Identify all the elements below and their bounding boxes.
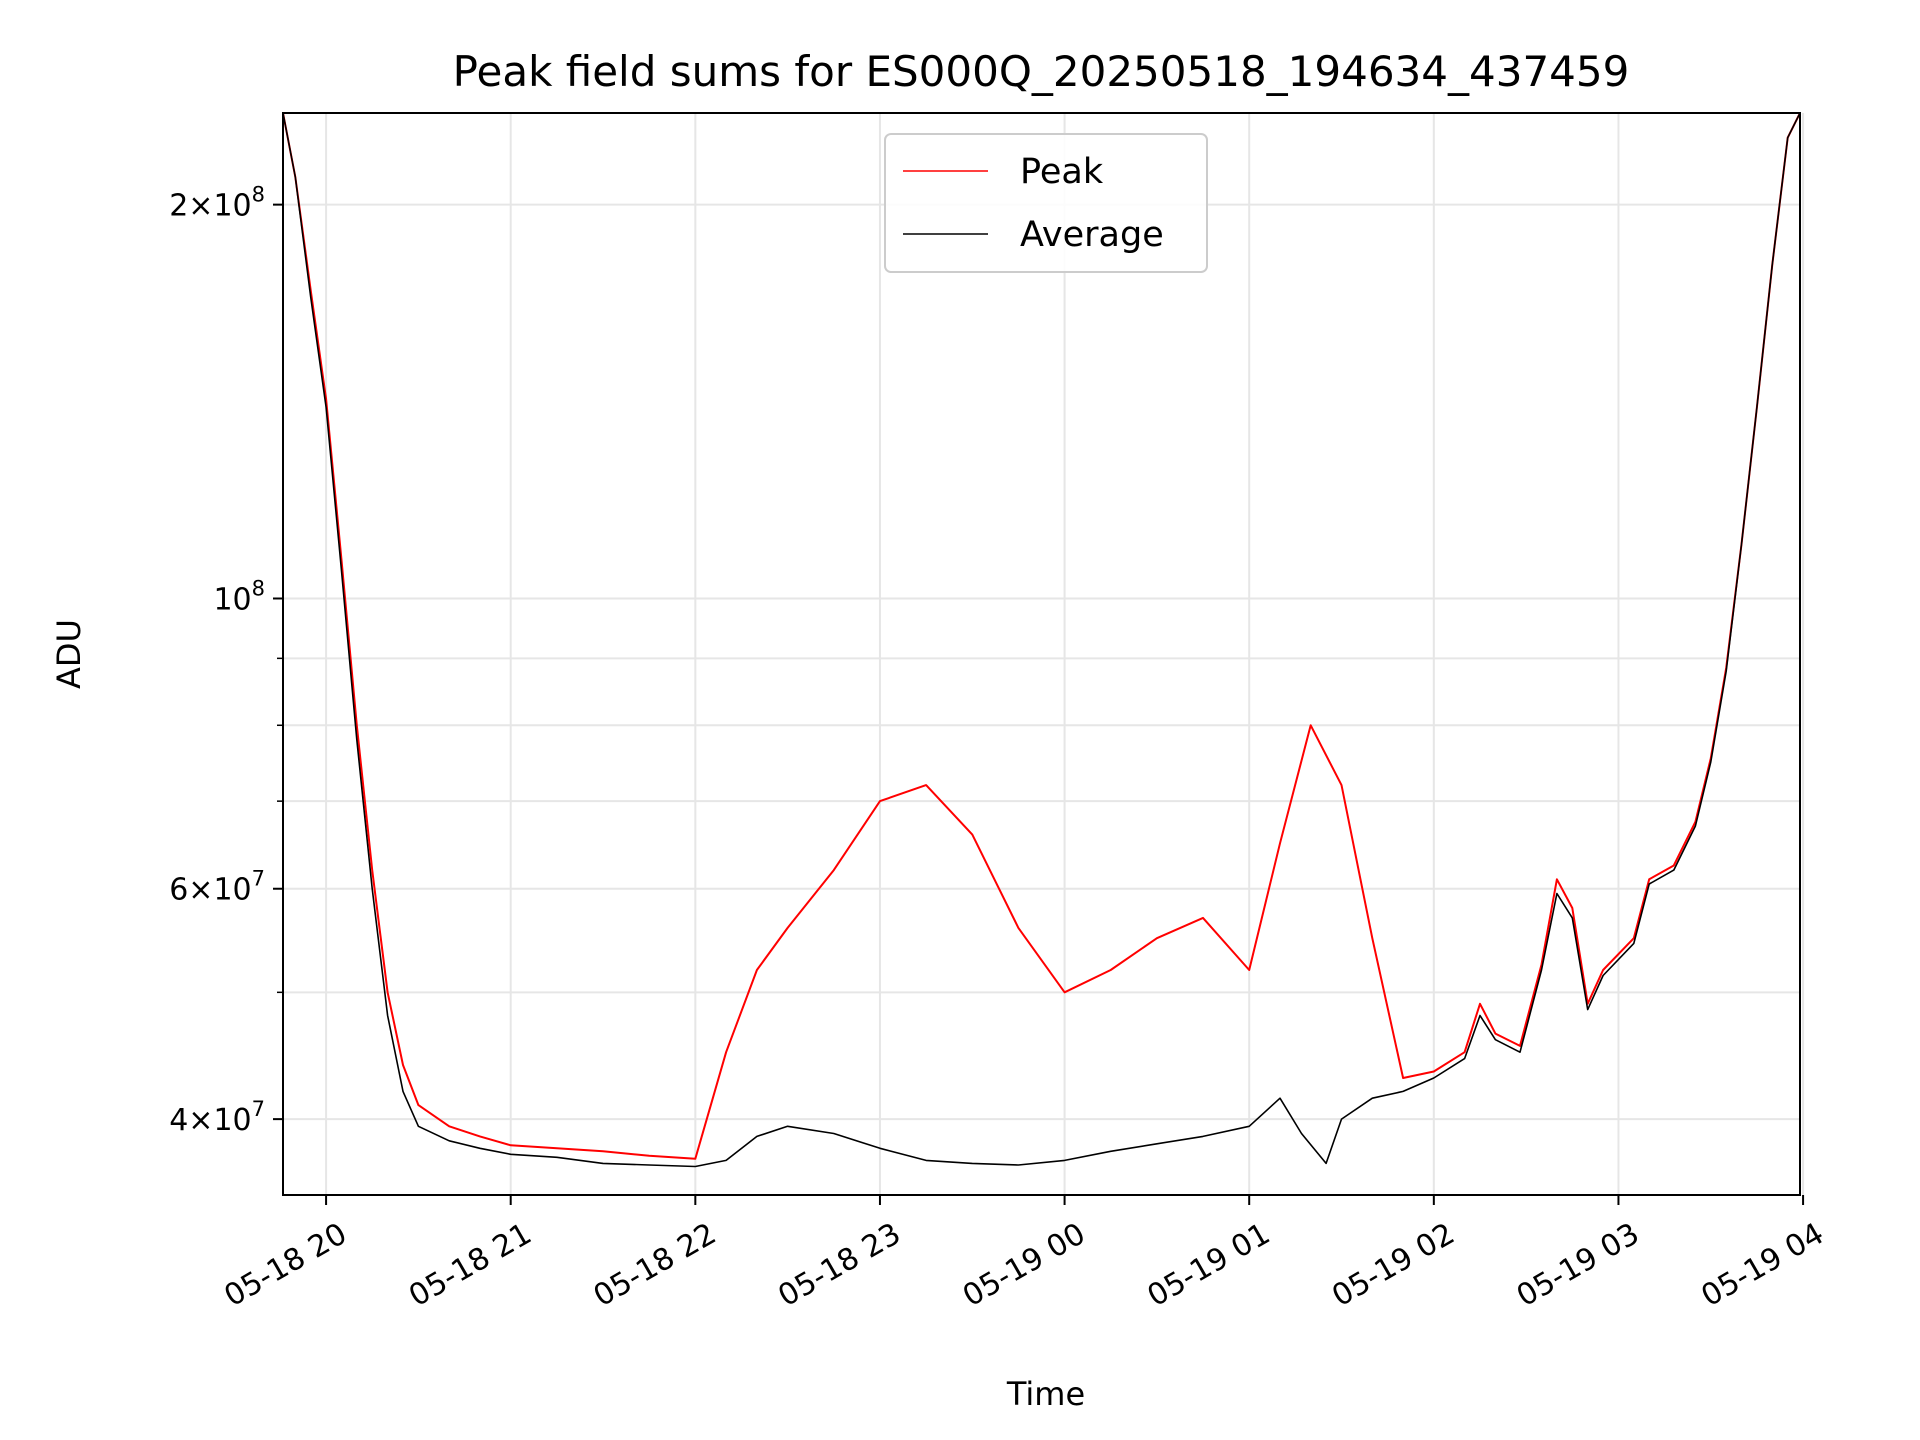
plot-frame xyxy=(282,112,1801,1196)
y-tick-label: 6×107 xyxy=(169,867,265,908)
series-line-peak xyxy=(283,113,1800,1160)
y-tick-label: 108 xyxy=(213,576,265,617)
x-axis-label: Time xyxy=(1006,1375,1085,1413)
series-line-average xyxy=(283,113,1800,1168)
y-axis: 4×107 6×107 108 2×108 xyxy=(169,183,283,1138)
plot-area xyxy=(283,113,1800,1168)
y-axis-label: ADU xyxy=(50,619,88,689)
y-tick-label: 4×107 xyxy=(169,1097,265,1138)
legend: Peak Average xyxy=(884,133,1208,273)
legend-box xyxy=(884,133,1208,273)
chart-title: Peak field sums for ES000Q_20250518_1946… xyxy=(453,47,1630,96)
grid xyxy=(283,113,1805,1195)
y-tick-label: 2×108 xyxy=(169,183,265,224)
legend-label-average: Average xyxy=(1020,215,1164,255)
legend-label-peak: Peak xyxy=(1020,152,1104,192)
